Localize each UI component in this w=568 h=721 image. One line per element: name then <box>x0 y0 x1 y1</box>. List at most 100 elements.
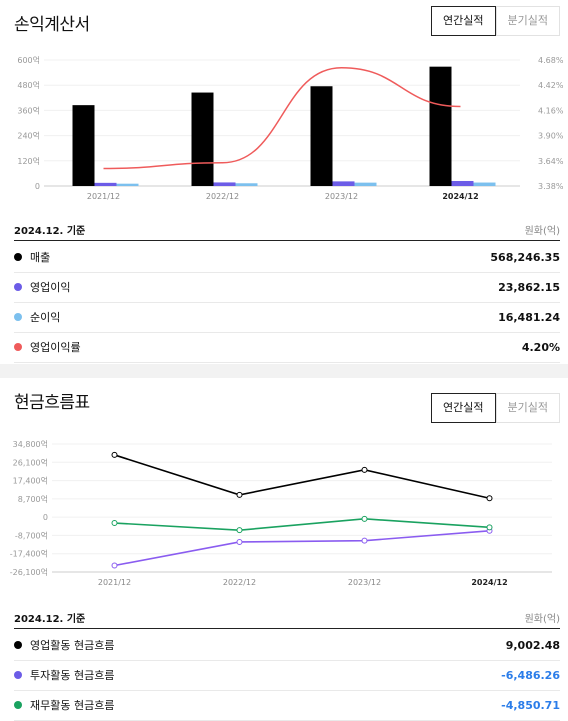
row-value: -4,850.71 <box>501 698 560 712</box>
bar-revenue <box>191 92 214 186</box>
row-label-group: 재무활동 현금흐름 <box>14 697 114 713</box>
cashflow-period-toggle: 연간실적 분기실적 <box>431 393 560 423</box>
data-point <box>236 538 243 545</box>
quarterly-results-tab[interactable]: 분기실적 <box>495 6 560 36</box>
row-label: 순이익 <box>30 311 61 324</box>
row-value: 16,481.24 <box>498 310 560 324</box>
x-tick-label: 2023/12 <box>325 192 358 201</box>
row-value: 23,862.15 <box>498 280 560 294</box>
x-tick-label: 2021/12 <box>87 192 120 201</box>
data-point <box>236 527 243 534</box>
data-point <box>486 495 493 502</box>
x-tick-label: 2022/12 <box>206 192 239 201</box>
row-value: 9,002.48 <box>505 638 560 652</box>
data-point <box>111 520 118 527</box>
bar-operating-income <box>332 181 355 186</box>
y-tick-label: -8,700억 <box>15 530 48 540</box>
y-right-tick-label: 4.68% <box>538 56 564 65</box>
bar-net-income <box>116 183 139 186</box>
table-row: 영업이익률 4.20% <box>14 332 560 363</box>
series-line <box>114 454 490 500</box>
income-basis-date: 2024.12. 기준 <box>14 226 86 237</box>
x-tick-label: 2023/12 <box>348 578 381 587</box>
row-label-group: 영업활동 현금흐름 <box>14 637 114 653</box>
legend-dot-icon <box>14 283 22 291</box>
bar-revenue <box>72 105 95 186</box>
data-point <box>111 562 118 569</box>
series-line <box>114 529 490 567</box>
bar-operating-income <box>451 180 474 186</box>
y-right-tick-label: 3.38% <box>538 182 564 191</box>
bar-net-income <box>473 182 496 186</box>
row-label-group: 매출 <box>14 249 50 265</box>
data-point <box>111 451 118 458</box>
income-unit: 원화(억) <box>524 226 560 237</box>
x-tick-label: 2022/12 <box>223 578 256 587</box>
data-point <box>361 515 368 522</box>
data-point <box>236 491 243 498</box>
operating-margin-line <box>103 67 461 170</box>
y-right-tick-label: 4.16% <box>538 106 564 115</box>
bar-operating-income <box>213 182 236 186</box>
quarterly-results-tab[interactable]: 분기실적 <box>495 393 560 423</box>
row-label: 매출 <box>30 251 51 264</box>
bar-revenue <box>310 86 333 186</box>
legend-dot-icon <box>14 641 22 649</box>
y-tick-label: 8,700억 <box>18 494 48 504</box>
annual-results-tab[interactable]: 연간실적 <box>431 6 496 36</box>
table-row: 영업이익 23,862.15 <box>14 272 560 303</box>
cashflow-unit: 원화(억) <box>524 614 560 625</box>
legend-dot-icon <box>14 701 22 709</box>
x-tick-label: 2021/12 <box>98 578 131 587</box>
row-label: 투자활동 현금흐름 <box>30 669 115 682</box>
table-row: 매출 568,246.35 <box>14 242 560 273</box>
section-divider <box>0 364 568 378</box>
bar-operating-income <box>94 182 117 186</box>
y-tick-label: 34,800억 <box>13 439 48 449</box>
bar-revenue <box>429 66 452 186</box>
legend-dot-icon <box>14 313 22 321</box>
annual-results-tab[interactable]: 연간실적 <box>431 393 496 423</box>
row-label-group: 영업이익률 <box>14 339 81 355</box>
y-tick-label: 26,100억 <box>13 457 48 467</box>
income-period-toggle: 연간실적 분기실적 <box>431 6 560 36</box>
y-tick-label: 17,400억 <box>13 476 48 486</box>
y-tick-label: 360억 <box>17 105 40 115</box>
cashflow-chart: 34,800억 26,100억 17,400억 8,700억 0 -8,700억 -17,4… <box>10 439 552 587</box>
row-label-group: 영업이익 <box>14 279 70 295</box>
income-table-rule <box>14 240 560 241</box>
y-tick-label: 480억 <box>17 80 40 90</box>
y-tick-label: 0 <box>35 182 40 191</box>
legend-dot-icon <box>14 253 22 261</box>
y-right-tick-label: 3.64% <box>538 157 564 166</box>
cashflow-title: 현금흐름표 <box>14 393 90 413</box>
row-label-group: 순이익 <box>14 309 60 325</box>
x-tick-label: 2024/12 <box>471 578 507 587</box>
row-value: -6,486.26 <box>501 668 560 682</box>
series-line <box>114 518 490 531</box>
income-chart: 0 120억 240억 360억 480억 600억 3.38% 3.64% 3.90% 4.16… <box>17 55 564 201</box>
y-tick-label: -17,400억 <box>10 549 48 559</box>
cashflow-section: 현금흐름표 연간실적 분기실적 34,800억 26,100억 17,400억 8,7… <box>0 378 568 721</box>
data-point <box>361 537 368 544</box>
y-tick-label: 240억 <box>17 131 40 141</box>
row-label: 영업이익률 <box>30 341 81 354</box>
y-tick-label: 600억 <box>17 55 40 65</box>
row-value: 4.20% <box>521 340 560 354</box>
row-label: 영업이익 <box>30 281 71 294</box>
data-point <box>361 466 368 473</box>
income-statement-title: 손익계산서 <box>14 15 90 35</box>
table-row: 영업활동 현금흐름 9,002.48 <box>14 630 560 661</box>
x-tick-label: 2024/12 <box>442 192 478 201</box>
income-statement-section: 손익계산서 연간실적 분기실적 0 120억 240억 360억 480억 600억 3.3… <box>14 6 564 363</box>
y-tick-label: 0 <box>43 513 48 522</box>
data-point <box>486 524 493 531</box>
y-tick-label: 120억 <box>17 156 40 166</box>
row-label: 재무활동 현금흐름 <box>30 699 115 712</box>
legend-dot-icon <box>14 343 22 351</box>
cashflow-table-rule <box>14 628 560 629</box>
bar-net-income <box>354 182 377 186</box>
y-right-tick-label: 3.90% <box>538 132 564 141</box>
cashflow-basis-date: 2024.12. 기준 <box>14 614 86 625</box>
y-right-tick-label: 4.42% <box>538 81 564 90</box>
